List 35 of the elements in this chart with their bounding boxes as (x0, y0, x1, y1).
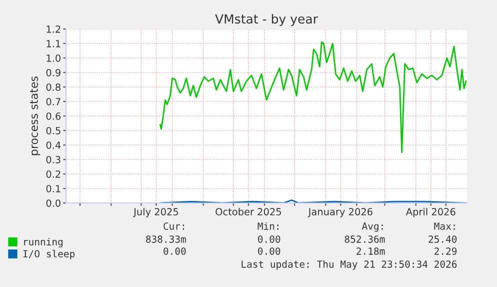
text: 2.18m (356, 247, 385, 255)
chart-title: VMstat - by year (215, 14, 318, 26)
text: 838.33m (146, 235, 186, 243)
y-tick-label: 1.2 (46, 25, 60, 33)
y-tick-label: 1.0 (46, 54, 60, 62)
y-tick-label: 0.6 (46, 112, 61, 120)
text: Max: (434, 222, 455, 230)
x-tick-label: April 2026 (406, 208, 456, 218)
text: 2.29 (434, 247, 457, 255)
legend-label: I/O sleep (23, 250, 75, 260)
text: Last update: Thu May 21 23:50:34 2026 (242, 260, 457, 270)
x-tick-label: October 2025 (216, 208, 281, 216)
line-series (160, 41, 467, 153)
text: Min: (258, 222, 278, 230)
y-tick-label: 0.4 (46, 141, 61, 149)
text: 852.36m (344, 235, 385, 243)
legend-label: running (24, 238, 63, 248)
y-tick-label: 0.2 (46, 170, 60, 178)
text: Cur: (164, 222, 184, 230)
y-tick-label: 0.8 (46, 83, 60, 91)
y-axis-title: process states (30, 76, 40, 156)
y-tick-label: 0.7 (46, 98, 60, 106)
text: Avg: (362, 222, 383, 232)
x-tick-label: July 2025 (133, 208, 178, 218)
y-tick-label: 0.0 (46, 199, 60, 207)
y-tick-label: 0.9 (46, 68, 60, 76)
text: 25.40 (428, 235, 457, 243)
text: 0.00 (258, 247, 280, 255)
y-tick-label: 0.5 (46, 126, 60, 134)
text: 0.00 (258, 235, 280, 243)
y-tick-label: 0.1 (46, 184, 60, 192)
x-tick-label: January 2026 (308, 208, 372, 218)
y-tick-label: 0.3 (46, 156, 60, 164)
text: 0.00 (164, 247, 186, 255)
y-tick-label: 1.1 (46, 40, 60, 48)
